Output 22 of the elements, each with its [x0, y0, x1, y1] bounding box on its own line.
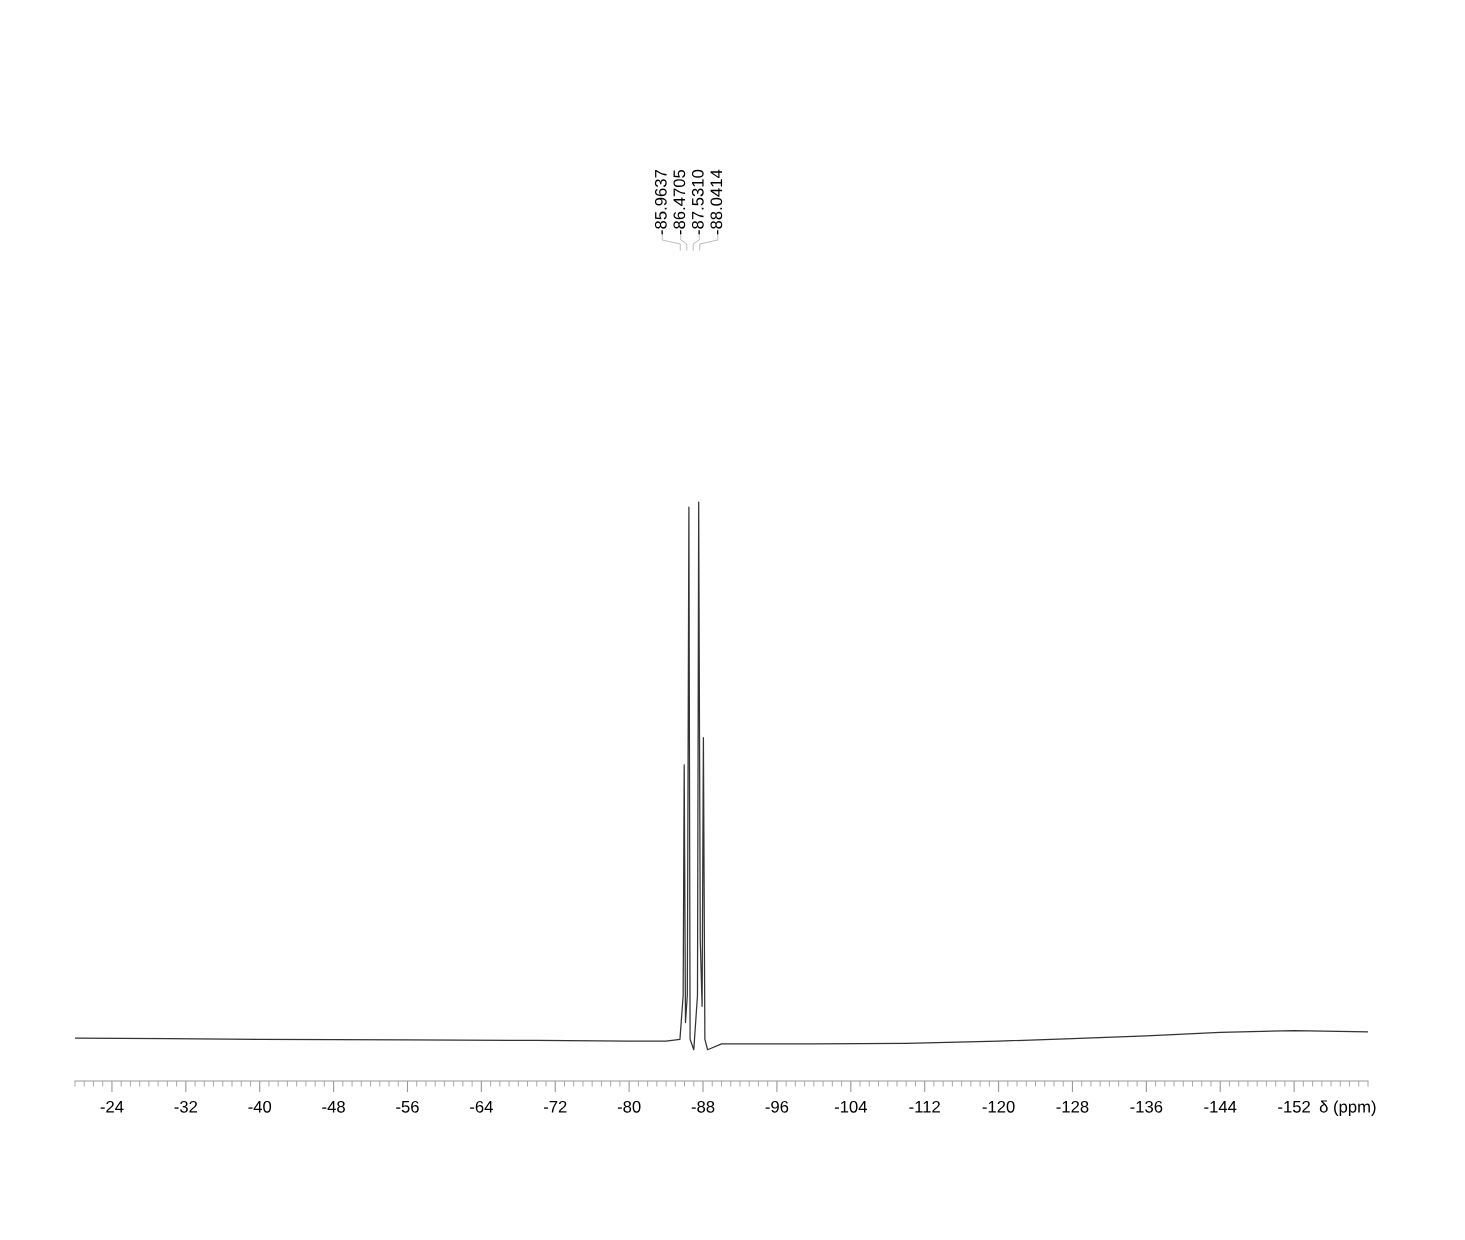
- x-tick-label: -128: [1056, 1100, 1089, 1113]
- x-tick-label: -104: [834, 1100, 867, 1113]
- x-tick-label: -152: [1278, 1100, 1310, 1113]
- text: -87.5310: [691, 169, 704, 235]
- x-tick-label: -72: [543, 1100, 567, 1113]
- x-tick-label: -24: [100, 1100, 124, 1113]
- x-tick-label: -96: [765, 1100, 789, 1113]
- x-tick-label: -136: [1130, 1100, 1163, 1113]
- x-tick-label: -120: [982, 1100, 1015, 1113]
- x-axis-title: δ (ppm): [1319, 1100, 1376, 1116]
- x-tick-label: -48: [322, 1100, 345, 1113]
- text: -85.9637: [654, 170, 667, 235]
- text: -86.4705: [673, 169, 686, 235]
- x-tick-label: -112: [909, 1100, 940, 1113]
- x-tick-label: -88: [691, 1100, 715, 1113]
- x-tick-label: -40: [248, 1100, 272, 1113]
- x-tick-label: -64: [470, 1100, 493, 1113]
- x-tick-label: -80: [617, 1100, 641, 1113]
- x-tick-label: -32: [174, 1100, 198, 1113]
- text: -88.0414: [710, 169, 723, 235]
- x-tick-label: -56: [396, 1100, 419, 1113]
- x-tick-label: -144: [1204, 1101, 1237, 1113]
